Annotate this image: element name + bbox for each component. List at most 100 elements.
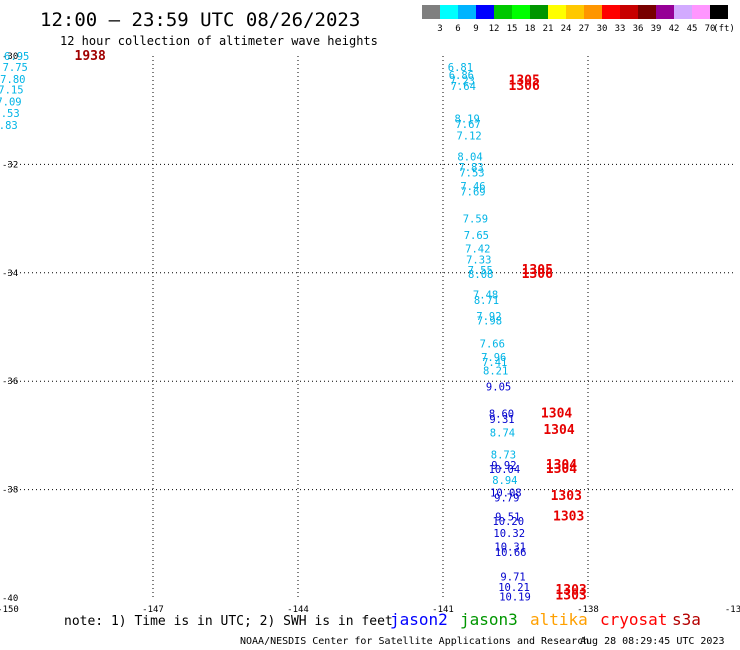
x-tick-label: -13 (725, 605, 740, 615)
wave-height-label: 8.08 (468, 269, 493, 281)
satellite-legend-entry: jason3 (460, 610, 518, 629)
wave-height-label: 7.67 (455, 119, 480, 131)
wave-height-label: 10.32 (493, 528, 525, 540)
wave-height-label: 8.74 (490, 428, 515, 440)
wave-height-label: 7.59 (463, 214, 488, 226)
axis-ticks: -150 -147 -144 -141 -138 -13 -30 -32 -34 -36 -38 -4… (0, 52, 740, 615)
wave-height-label: 7.42 (465, 243, 490, 255)
pass-time-label: 1303 (555, 583, 586, 598)
x-tick-label: -141 (432, 605, 454, 615)
wave-height-label: 7.53 (0, 108, 20, 120)
wave-height-label: 7.41 (482, 357, 507, 369)
satellite-legend: jason2 jason3 altika cryosat s3a (390, 610, 701, 629)
colorbar-swatch (584, 5, 602, 19)
wave-height-label: 8.04 (457, 151, 482, 163)
pass-time-label: 1304 (541, 407, 572, 422)
x-tick-label: -144 (287, 605, 309, 615)
wave-height-label: 7.92 (476, 311, 501, 323)
colorbar-label: 42 (669, 24, 680, 34)
x-tick-label: -150 (0, 605, 19, 615)
pass-time-label: 1304 (543, 423, 574, 438)
wave-height-label: 7.65 (464, 230, 489, 242)
wave-height-label: 6.81 (448, 62, 473, 74)
wave-height-label: 7.75 (3, 62, 28, 74)
colorbar-label: 21 (543, 24, 554, 34)
colorbar-label: 6 (455, 24, 460, 34)
wave-height-label: 7.83 (458, 162, 483, 174)
colorbar-label: 30 (597, 24, 608, 34)
wave-height-label: 9.79 (494, 493, 519, 505)
pass-time-label: 1938 (75, 49, 106, 64)
colorbar-swatch (440, 5, 458, 19)
pass-time-label: 1303 (553, 510, 584, 525)
colorbar-label: 15 (507, 24, 518, 34)
grid-lines (8, 56, 733, 598)
colorbar-swatch (476, 5, 494, 19)
wave-height-label: 7.53 (459, 168, 484, 180)
x-tick-label: -147 (142, 605, 164, 615)
footer-note: note: 1) Time is in UTC; 2) SWH is in fe… (64, 614, 393, 629)
colorbar-label: (ft) (713, 24, 735, 34)
y-tick-label: -40 (2, 594, 18, 604)
wave-height-label: 7.96 (481, 352, 506, 364)
colorbar-label: 9 (473, 24, 478, 34)
wave-height-label: 7.09 (0, 97, 22, 109)
wave-height-label: 8.71 (474, 295, 499, 307)
colorbar-label: 24 (561, 24, 572, 34)
wave-height-label: 10.08 (490, 487, 522, 499)
colorbar-swatch (548, 5, 566, 19)
wave-height-label: 8.19 (455, 113, 480, 125)
credit-text: NOAA/NESDIS Center for Satellite Applica… (240, 636, 589, 647)
wave-height-label: 10.66 (495, 547, 527, 559)
chart-title: 12:00 – 23:59 UTC 08/26/2023 (40, 9, 360, 31)
pass-time-label: 1303 (555, 588, 586, 603)
color-scale-bar: 3 6 9 12 15 18 21 24 27 30 33 36 39 42 45 70(ft) (422, 5, 735, 34)
wave-height-label: 9.05 (486, 382, 511, 394)
colorbar-label: 27 (579, 24, 590, 34)
wave-height-label: 7.48 (473, 289, 498, 301)
colorbar-swatch (458, 5, 476, 19)
pass-time-label: 1304 (546, 462, 577, 477)
wave-height-label: 10.31 (494, 542, 526, 554)
wave-height-label: 7.66 (480, 338, 505, 350)
wave-height-label: 10.04 (489, 464, 521, 476)
wave-height-label: 6.95 (4, 51, 29, 63)
colorbar-swatch (620, 5, 638, 19)
colorbar-swatch (530, 5, 548, 19)
satellite-legend-entry: cryosat (600, 610, 667, 629)
colorbar-swatch (656, 5, 674, 19)
colorbar-swatch (602, 5, 620, 19)
y-tick-label: -30 (2, 52, 18, 62)
wave-height-label: 7.23 (450, 75, 475, 87)
wave-height-label: 9.71 (500, 571, 525, 583)
pass-time-label: 1303 (551, 489, 582, 504)
wave-height-label: 7.69 (460, 187, 485, 199)
pass-time-label: 1306 (522, 267, 553, 282)
wave-height-label: 7.64 (451, 81, 476, 93)
colorbar-swatch (494, 5, 512, 19)
y-tick-label: -32 (2, 160, 18, 170)
wave-height-label: 7.12 (456, 131, 481, 143)
y-tick-label: -36 (2, 377, 18, 387)
colorbar-swatch (710, 5, 728, 19)
wave-height-label: 7.98 (477, 315, 502, 327)
colorbar-label: 36 (633, 24, 644, 34)
wave-height-label: 10.21 (498, 582, 530, 594)
wave-height-label: 9.51 (495, 512, 520, 524)
wave-height-label: 7.80 (0, 74, 25, 86)
pass-time-label: 1305 (509, 73, 540, 88)
pass-time-label: 1306 (509, 79, 540, 94)
y-tick-label: -38 (2, 486, 18, 496)
satellite-legend-entry: s3a (672, 610, 701, 629)
colorbar-label: 12 (489, 24, 500, 34)
wave-height-label: 9.31 (489, 414, 514, 426)
timestamp-text: Aug 28 08:29:45 UTC 2023 (580, 636, 725, 647)
wave-height-label: 7.55 (468, 265, 493, 277)
pass-time-label: 1304 (546, 458, 577, 473)
wave-height-label: 6.86 (449, 70, 474, 82)
pass-time-label: 1305 (522, 263, 553, 278)
satellite-legend-entry: jason2 (390, 610, 448, 629)
colorbar-swatch (512, 5, 530, 19)
wave-height-label: 10.19 (499, 591, 531, 603)
wave-height-label: 7.15 (0, 85, 24, 97)
